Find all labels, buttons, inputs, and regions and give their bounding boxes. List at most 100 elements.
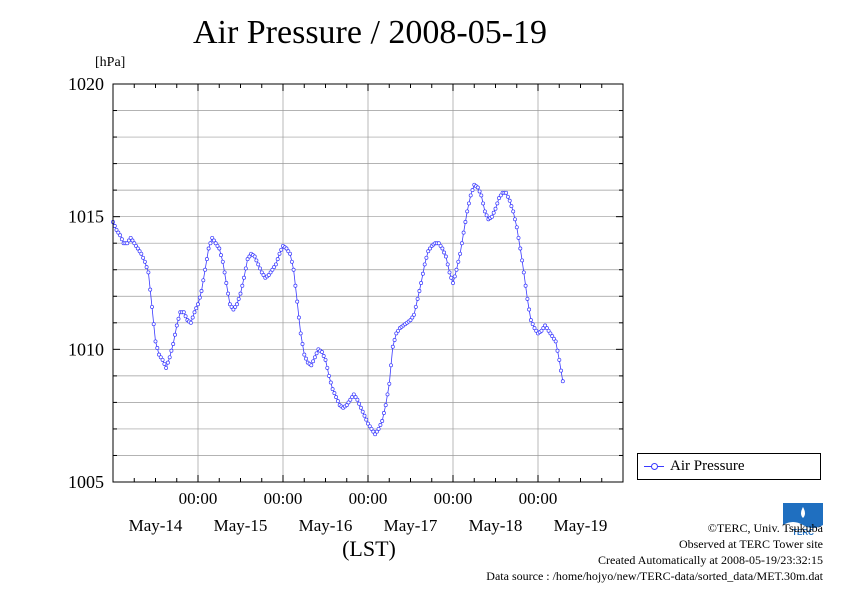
data-point xyxy=(217,246,222,251)
data-point xyxy=(381,411,386,415)
x-day-label: May-14 xyxy=(129,516,183,535)
data-point xyxy=(477,189,482,194)
data-point xyxy=(482,209,487,214)
x-time-label: 00:00 xyxy=(349,489,388,508)
data-point xyxy=(132,241,137,246)
data-point xyxy=(468,193,473,198)
data-point xyxy=(157,352,161,357)
data-point xyxy=(243,266,248,271)
data-point xyxy=(226,291,231,296)
data-point xyxy=(513,217,517,222)
data-point xyxy=(465,209,470,214)
data-point xyxy=(314,351,319,356)
data-point xyxy=(231,307,236,312)
data-point xyxy=(233,304,238,309)
data-point xyxy=(543,323,548,328)
data-point xyxy=(438,243,443,248)
data-point xyxy=(311,359,316,364)
data-point xyxy=(546,328,551,333)
data-point xyxy=(518,246,523,251)
data-point xyxy=(208,241,213,246)
data-point xyxy=(112,224,117,228)
data-point xyxy=(559,368,563,373)
data-point xyxy=(167,355,172,360)
data-point xyxy=(139,251,144,256)
y-axis: 1005 1010 1015 1020 xyxy=(68,74,623,492)
data-point xyxy=(491,210,496,215)
data-point xyxy=(220,259,225,264)
data-point xyxy=(353,395,358,400)
data-point xyxy=(268,270,273,275)
data-point xyxy=(514,225,519,230)
data-point xyxy=(358,405,363,410)
data-point xyxy=(295,299,300,304)
data-point xyxy=(304,356,308,361)
data-point xyxy=(555,348,560,353)
data-point xyxy=(141,255,146,260)
data-point xyxy=(254,258,259,263)
data-point xyxy=(459,241,464,246)
data-point xyxy=(493,206,498,211)
data-point xyxy=(199,289,204,293)
data-point xyxy=(321,354,326,358)
data-point xyxy=(148,287,153,292)
data-point xyxy=(463,220,468,224)
data-point xyxy=(176,316,181,321)
data-point xyxy=(371,429,376,434)
data-point xyxy=(235,302,239,307)
data-point xyxy=(286,249,291,254)
data-point xyxy=(373,432,378,437)
data-point xyxy=(270,267,275,272)
data-point xyxy=(277,251,282,256)
data-point xyxy=(229,304,234,309)
data-point xyxy=(387,381,392,386)
data-point xyxy=(495,201,500,206)
data-point xyxy=(284,246,289,251)
data-point xyxy=(320,350,324,354)
data-point xyxy=(291,267,296,272)
data-point xyxy=(443,254,448,259)
data-point xyxy=(222,270,227,275)
data-point xyxy=(461,230,466,235)
x-time-label: 00:00 xyxy=(264,489,303,508)
y-unit-label: [hPa] xyxy=(95,55,126,70)
data-point xyxy=(355,397,360,402)
data-point xyxy=(335,399,340,404)
x-time-label: 00:00 xyxy=(519,489,558,508)
data-point xyxy=(436,241,441,246)
data-point xyxy=(162,361,167,366)
data-point xyxy=(374,429,379,434)
data-point xyxy=(190,315,195,320)
data-point xyxy=(520,258,525,263)
data-point xyxy=(550,334,555,339)
legend: Air Pressure xyxy=(637,453,821,480)
data-point xyxy=(272,265,277,270)
data-point xyxy=(481,201,486,206)
data-point xyxy=(116,230,121,235)
data-point xyxy=(456,259,461,264)
data-point xyxy=(346,400,351,405)
data-point xyxy=(544,326,549,331)
data-point xyxy=(119,237,124,242)
data-point xyxy=(451,281,455,285)
data-point xyxy=(523,283,528,288)
data-point xyxy=(367,424,372,429)
data-point xyxy=(428,246,432,251)
data-point xyxy=(275,257,280,262)
data-point xyxy=(442,250,447,255)
data-point xyxy=(328,380,333,385)
data-point xyxy=(490,214,494,219)
data-point xyxy=(238,291,243,296)
data-point xyxy=(332,391,337,396)
data-point xyxy=(505,194,510,199)
data-point xyxy=(302,352,307,357)
data-point xyxy=(424,255,429,260)
logo-text: TERC xyxy=(792,528,814,537)
data-point xyxy=(557,357,562,362)
terc-logo-icon: TERC xyxy=(783,503,823,537)
data-point xyxy=(539,328,544,333)
data-point xyxy=(325,365,330,370)
x-axis: 00:00 00:00 00:00 00:00 00:00 May-14 May-15 May… xyxy=(112,84,624,535)
data-point xyxy=(419,281,424,285)
data-point xyxy=(144,265,149,270)
